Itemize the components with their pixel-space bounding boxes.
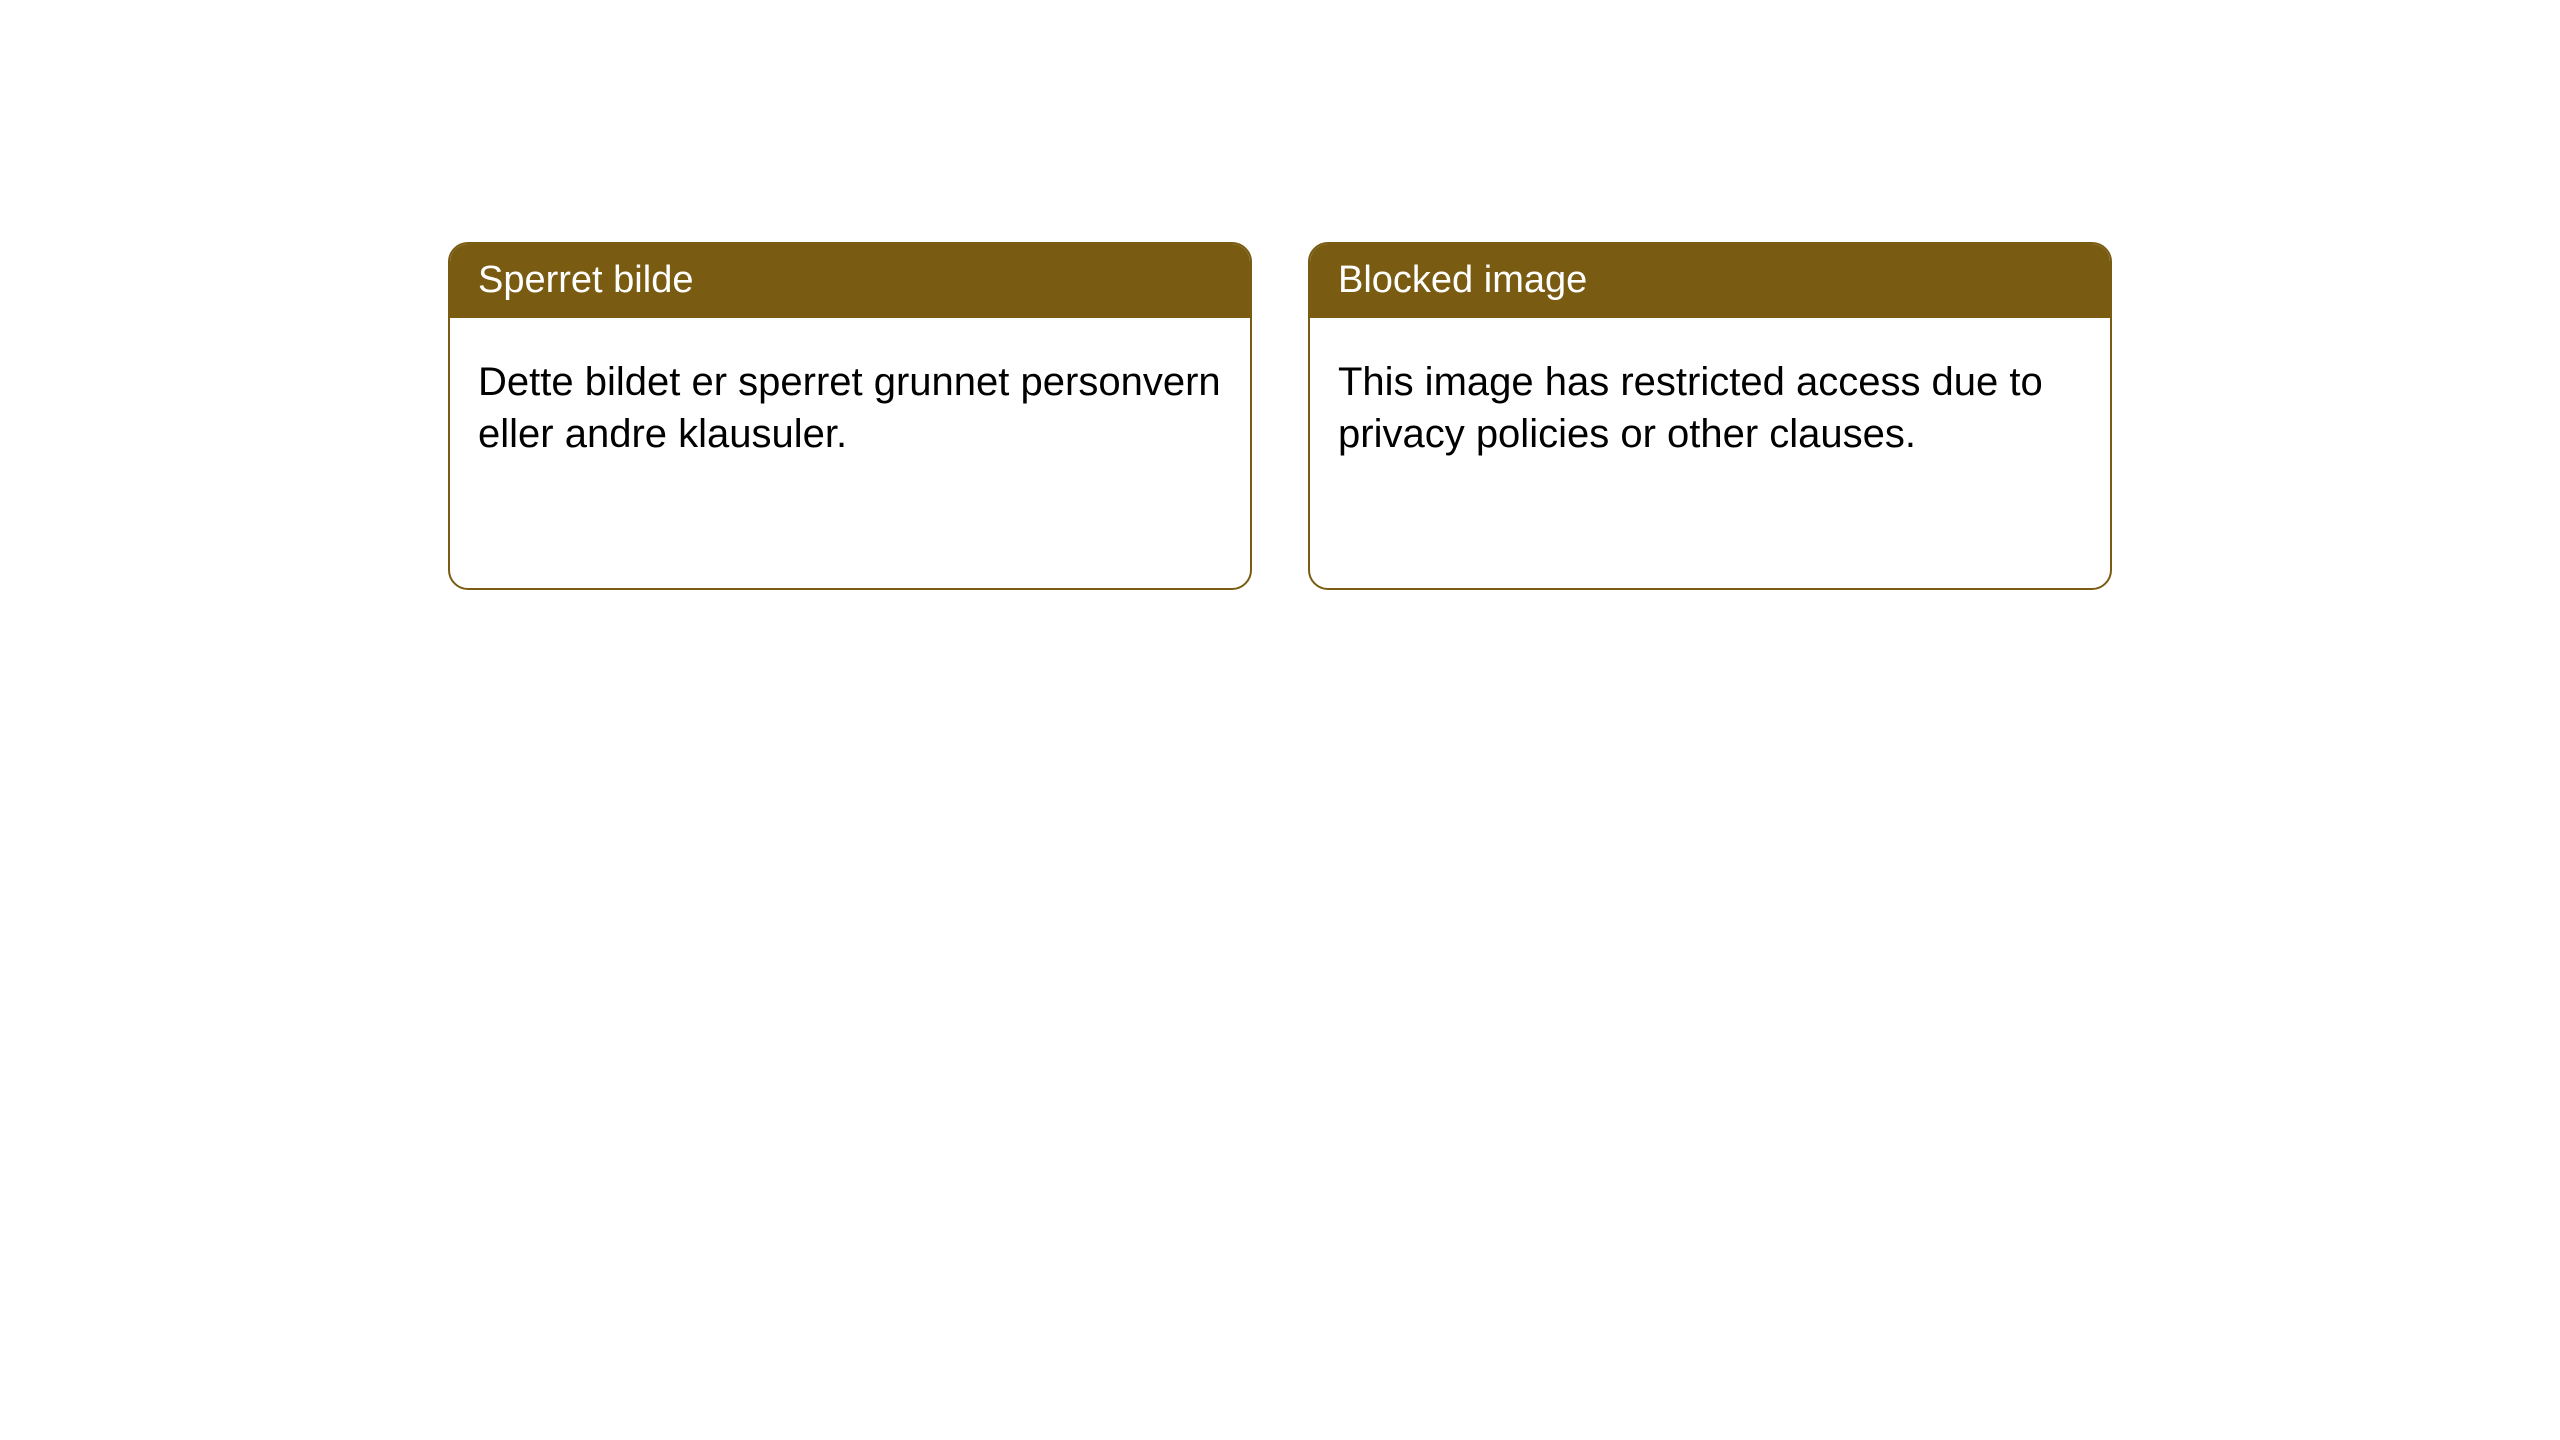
notice-header-norwegian: Sperret bilde: [450, 244, 1250, 318]
notice-header-english: Blocked image: [1310, 244, 2110, 318]
notice-body-english: This image has restricted access due to …: [1310, 318, 2110, 588]
notice-body-norwegian: Dette bildet er sperret grunnet personve…: [450, 318, 1250, 588]
notice-container: Sperret bilde Dette bildet er sperret gr…: [448, 242, 2112, 590]
notice-card-norwegian: Sperret bilde Dette bildet er sperret gr…: [448, 242, 1252, 590]
notice-card-english: Blocked image This image has restricted …: [1308, 242, 2112, 590]
